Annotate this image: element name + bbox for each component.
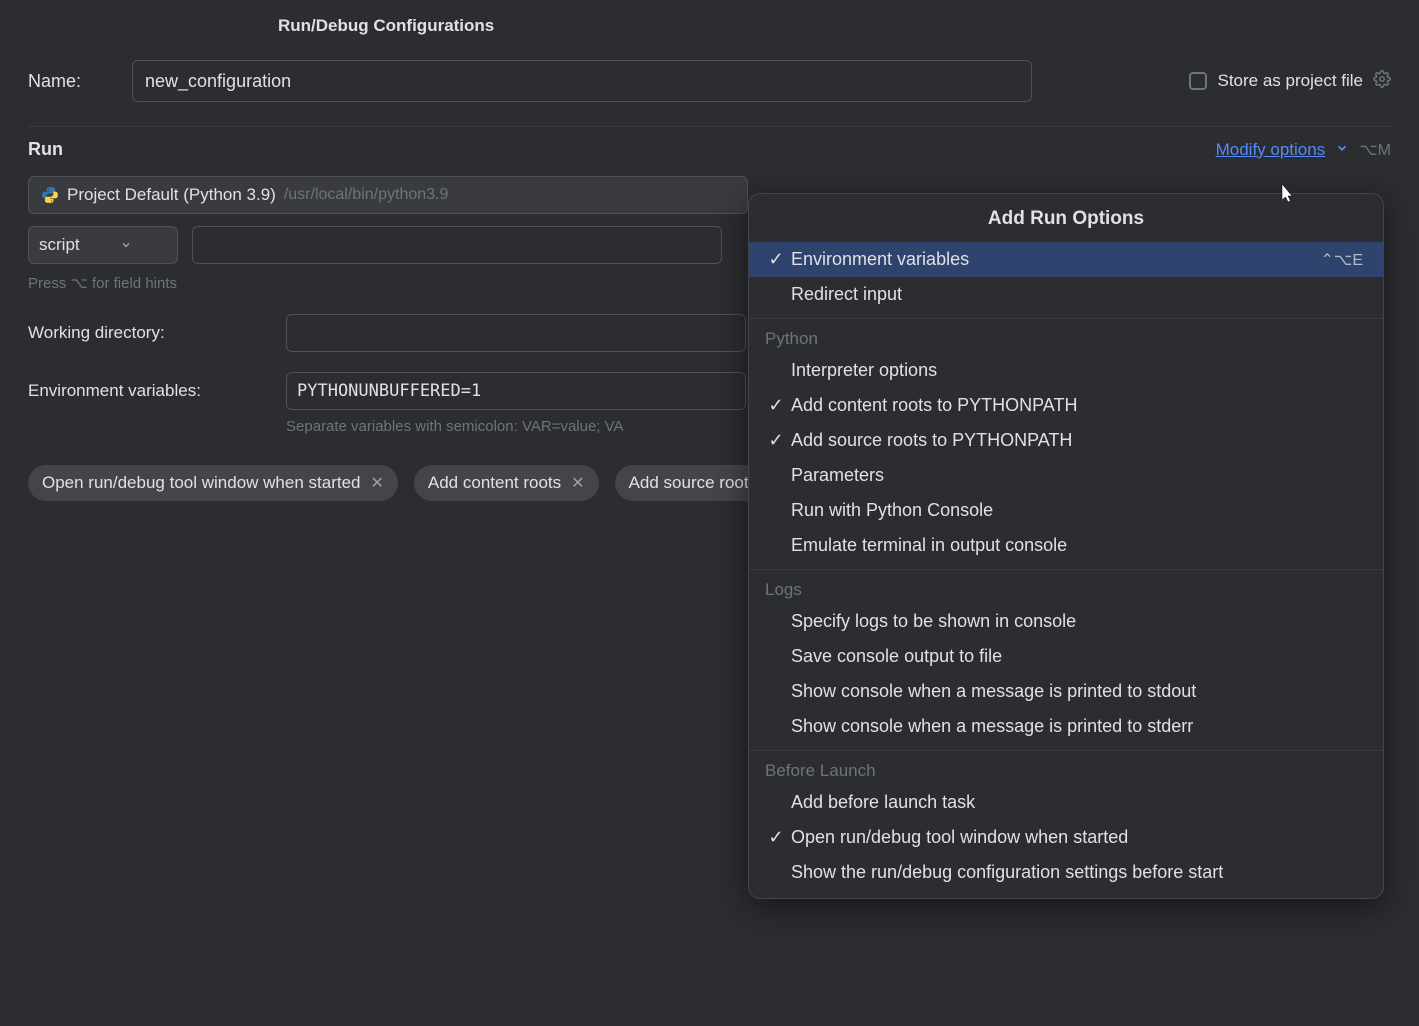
dialog-title: Run/Debug Configurations xyxy=(28,0,1391,60)
add-run-options-popup: Add Run Options ✓Environment variables⌃⌥… xyxy=(748,193,1384,899)
check-icon: ✓ xyxy=(765,249,787,270)
interpreter-name: Project Default (Python 3.9) xyxy=(67,185,276,205)
divider xyxy=(28,126,1391,127)
interpreter-path: /usr/local/bin/python3.9 xyxy=(284,186,449,204)
popup-item-label: Parameters xyxy=(791,465,1363,486)
popup-item[interactable]: Redirect input xyxy=(749,277,1383,312)
chip-label: Add content roots xyxy=(428,473,561,493)
modify-shortcut: ⌥M xyxy=(1359,140,1391,160)
popup-item[interactable]: Parameters xyxy=(749,458,1383,493)
name-input[interactable] xyxy=(132,60,1032,102)
store-checkbox[interactable] xyxy=(1189,72,1207,90)
popup-item[interactable]: Show console when a message is printed t… xyxy=(749,674,1383,709)
env-vars-input[interactable] xyxy=(286,372,746,410)
popup-item[interactable]: Show console when a message is printed t… xyxy=(749,709,1383,744)
popup-item-label: Show the run/debug configuration setting… xyxy=(791,862,1363,883)
popup-item-label: Show console when a message is printed t… xyxy=(791,681,1363,702)
popup-item-label: Add before launch task xyxy=(791,792,1363,813)
popup-item[interactable]: ✓Add content roots to PYTHONPATH xyxy=(749,388,1383,423)
interpreter-select[interactable]: Project Default (Python 3.9) /usr/local/… xyxy=(28,176,748,214)
python-icon xyxy=(41,186,59,204)
popup-item[interactable]: Emulate terminal in output console xyxy=(749,528,1383,563)
popup-item-label: Add content roots to PYTHONPATH xyxy=(791,395,1363,416)
popup-item-label: Show console when a message is printed t… xyxy=(791,716,1363,737)
popup-item-label: Environment variables xyxy=(791,249,1320,270)
modify-options[interactable]: Modify options ⌥M xyxy=(1216,140,1391,160)
store-label: Store as project file xyxy=(1217,71,1363,91)
popup-item-shortcut: ⌃⌥E xyxy=(1320,250,1363,270)
name-row: Name: Store as project file xyxy=(28,60,1391,102)
run-section-title: Run xyxy=(28,139,63,160)
close-icon[interactable]: ✕ xyxy=(571,473,584,493)
chevron-down-icon xyxy=(120,239,132,251)
popup-item[interactable]: Interpreter options xyxy=(749,353,1383,388)
close-icon[interactable]: ✕ xyxy=(370,473,383,493)
popup-item[interactable]: Specify logs to be shown in console xyxy=(749,604,1383,639)
name-label: Name: xyxy=(28,71,108,92)
popup-item-label: Run with Python Console xyxy=(791,500,1363,521)
popup-item[interactable]: Add before launch task xyxy=(749,785,1383,820)
chip-label: Open run/debug tool window when started xyxy=(42,473,360,493)
popup-item-label: Add source roots to PYTHONPATH xyxy=(791,430,1363,451)
popup-item[interactable]: ✓Add source roots to PYTHONPATH xyxy=(749,423,1383,458)
script-type-value: script xyxy=(39,235,80,255)
popup-item[interactable]: Save console output to file xyxy=(749,639,1383,674)
popup-item[interactable]: ✓Environment variables⌃⌥E xyxy=(749,242,1383,277)
check-icon: ✓ xyxy=(765,827,787,848)
popup-section-header: Python xyxy=(749,318,1383,353)
popup-item-label: Emulate terminal in output console xyxy=(791,535,1363,556)
run-section-header: Run Modify options ⌥M xyxy=(28,139,1391,160)
check-icon: ✓ xyxy=(765,430,787,451)
popup-section-header: Before Launch xyxy=(749,750,1383,785)
script-path-input[interactable] xyxy=(192,226,722,264)
popup-item-label: Save console output to file xyxy=(791,646,1363,667)
popup-item-label: Specify logs to be shown in console xyxy=(791,611,1363,632)
popup-item[interactable]: Show the run/debug configuration setting… xyxy=(749,855,1383,890)
store-project-file[interactable]: Store as project file xyxy=(1189,70,1391,93)
popup-item[interactable]: ✓Open run/debug tool window when started xyxy=(749,820,1383,855)
check-icon: ✓ xyxy=(765,395,787,416)
chevron-down-icon xyxy=(1335,141,1349,159)
gear-icon[interactable] xyxy=(1373,70,1391,93)
popup-title: Add Run Options xyxy=(749,194,1383,242)
modify-options-link[interactable]: Modify options xyxy=(1216,140,1326,160)
popup-item-label: Open run/debug tool window when started xyxy=(791,827,1363,848)
popup-item[interactable]: Run with Python Console xyxy=(749,493,1383,528)
option-chip[interactable]: Open run/debug tool window when started ✕ xyxy=(28,465,398,501)
popup-item-label: Interpreter options xyxy=(791,360,1363,381)
script-type-select[interactable]: script xyxy=(28,226,178,264)
popup-item-label: Redirect input xyxy=(791,284,1363,305)
popup-section-header: Logs xyxy=(749,569,1383,604)
env-vars-label: Environment variables: xyxy=(28,381,286,401)
working-dir-input[interactable] xyxy=(286,314,746,352)
working-dir-label: Working directory: xyxy=(28,323,286,343)
option-chip[interactable]: Add content roots ✕ xyxy=(414,465,599,501)
